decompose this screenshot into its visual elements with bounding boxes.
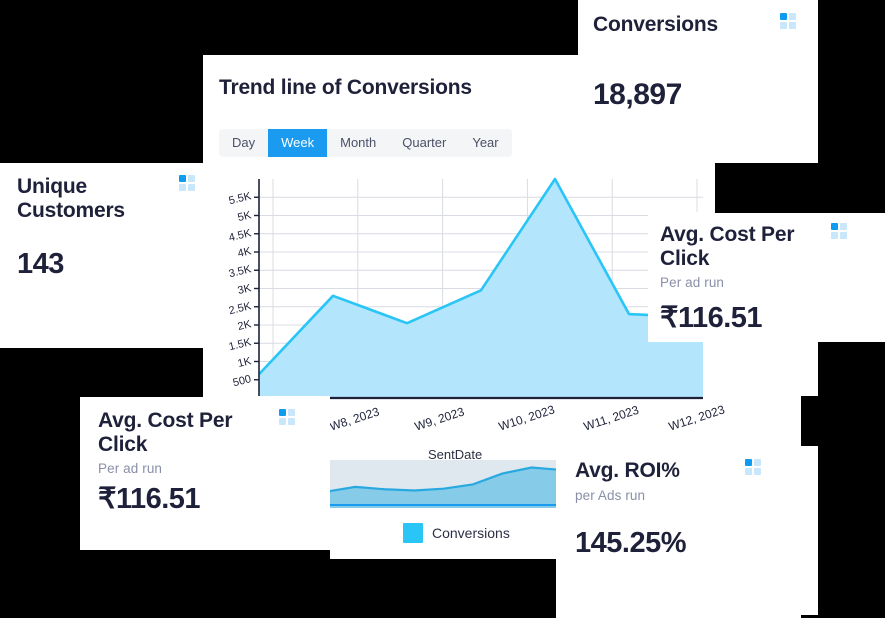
range-tab-month[interactable]: Month [340, 135, 377, 150]
range-tab-year[interactable]: Year [472, 135, 499, 150]
background-block [0, 348, 203, 397]
legend-label-conversions: Conversions [432, 525, 510, 541]
sparkline-canvas [325, 460, 562, 508]
background-block [715, 163, 885, 213]
avg-cpc-right-header: Avg. Cost Per Click Per ad run [648, 212, 885, 290]
avg-roi-card: Avg. ROI% per Ads run 145.25% [556, 445, 801, 618]
grid-dots-icon[interactable] [780, 13, 796, 29]
trend-panel-title: Trend line of Conversions [219, 76, 472, 99]
range-tab-week[interactable]: Week [268, 129, 328, 157]
avg-roi-value: 145.25% [575, 527, 687, 559]
x-axis-title: SentDate [428, 447, 483, 462]
conversions-card-value: 18,897 [593, 78, 682, 111]
avg-cpc-right-subtitle: Per ad run [660, 275, 725, 291]
avg-roi-subtitle: per Ads run [575, 487, 646, 503]
sparkline-chart [325, 460, 562, 508]
legend-swatch-conversions [403, 523, 423, 543]
avg-cpc-right-value: ₹116.51 [660, 302, 763, 334]
avg-cost-per-click-card-left: Avg. Cost Per Click Per ad run ₹116.51 [80, 396, 330, 559]
avg-cpc-left-value: ₹116.51 [98, 483, 201, 515]
background-block [0, 550, 330, 618]
unique-customers-card-title: Unique Customers [17, 175, 125, 222]
grid-dots-icon[interactable] [831, 223, 847, 239]
conversions-card: Conversions 18,897 [578, 0, 818, 165]
avg-cpc-right-title: Avg. Cost Per Click [660, 223, 795, 270]
avg-roi-title: Avg. ROI% [575, 459, 680, 482]
range-tab-day[interactable]: Day [232, 135, 256, 150]
range-tab-group[interactable]: Day Week Month Quarter Year [219, 129, 512, 157]
avg-cpc-left-subtitle: Per ad run [98, 461, 163, 477]
grid-dots-icon[interactable] [279, 409, 295, 425]
range-tab-quarter[interactable]: Quarter [402, 135, 447, 150]
unique-customers-card: Unique Customers 143 [0, 163, 205, 348]
conversions-card-header: Conversions [578, 0, 818, 37]
unique-customers-card-value: 143 [17, 248, 64, 280]
avg-cpc-left-title: Avg. Cost Per Click [98, 409, 233, 456]
background-block [801, 396, 885, 446]
avg-roi-header: Avg. ROI% per Ads run [556, 445, 801, 503]
background-block [330, 559, 556, 618]
avg-cost-per-click-card-right: Avg. Cost Per Click Per ad run ₹116.51 [648, 212, 885, 342]
unique-customers-card-header: Unique Customers [0, 163, 205, 222]
grid-dots-icon[interactable] [745, 459, 761, 475]
conversions-card-title: Conversions [593, 13, 718, 36]
chart-canvas [254, 177, 704, 400]
avg-cpc-left-header: Avg. Cost Per Click Per ad run [80, 396, 330, 476]
chart-legend: Conversions [403, 523, 510, 543]
grid-dots-icon[interactable] [179, 175, 195, 191]
